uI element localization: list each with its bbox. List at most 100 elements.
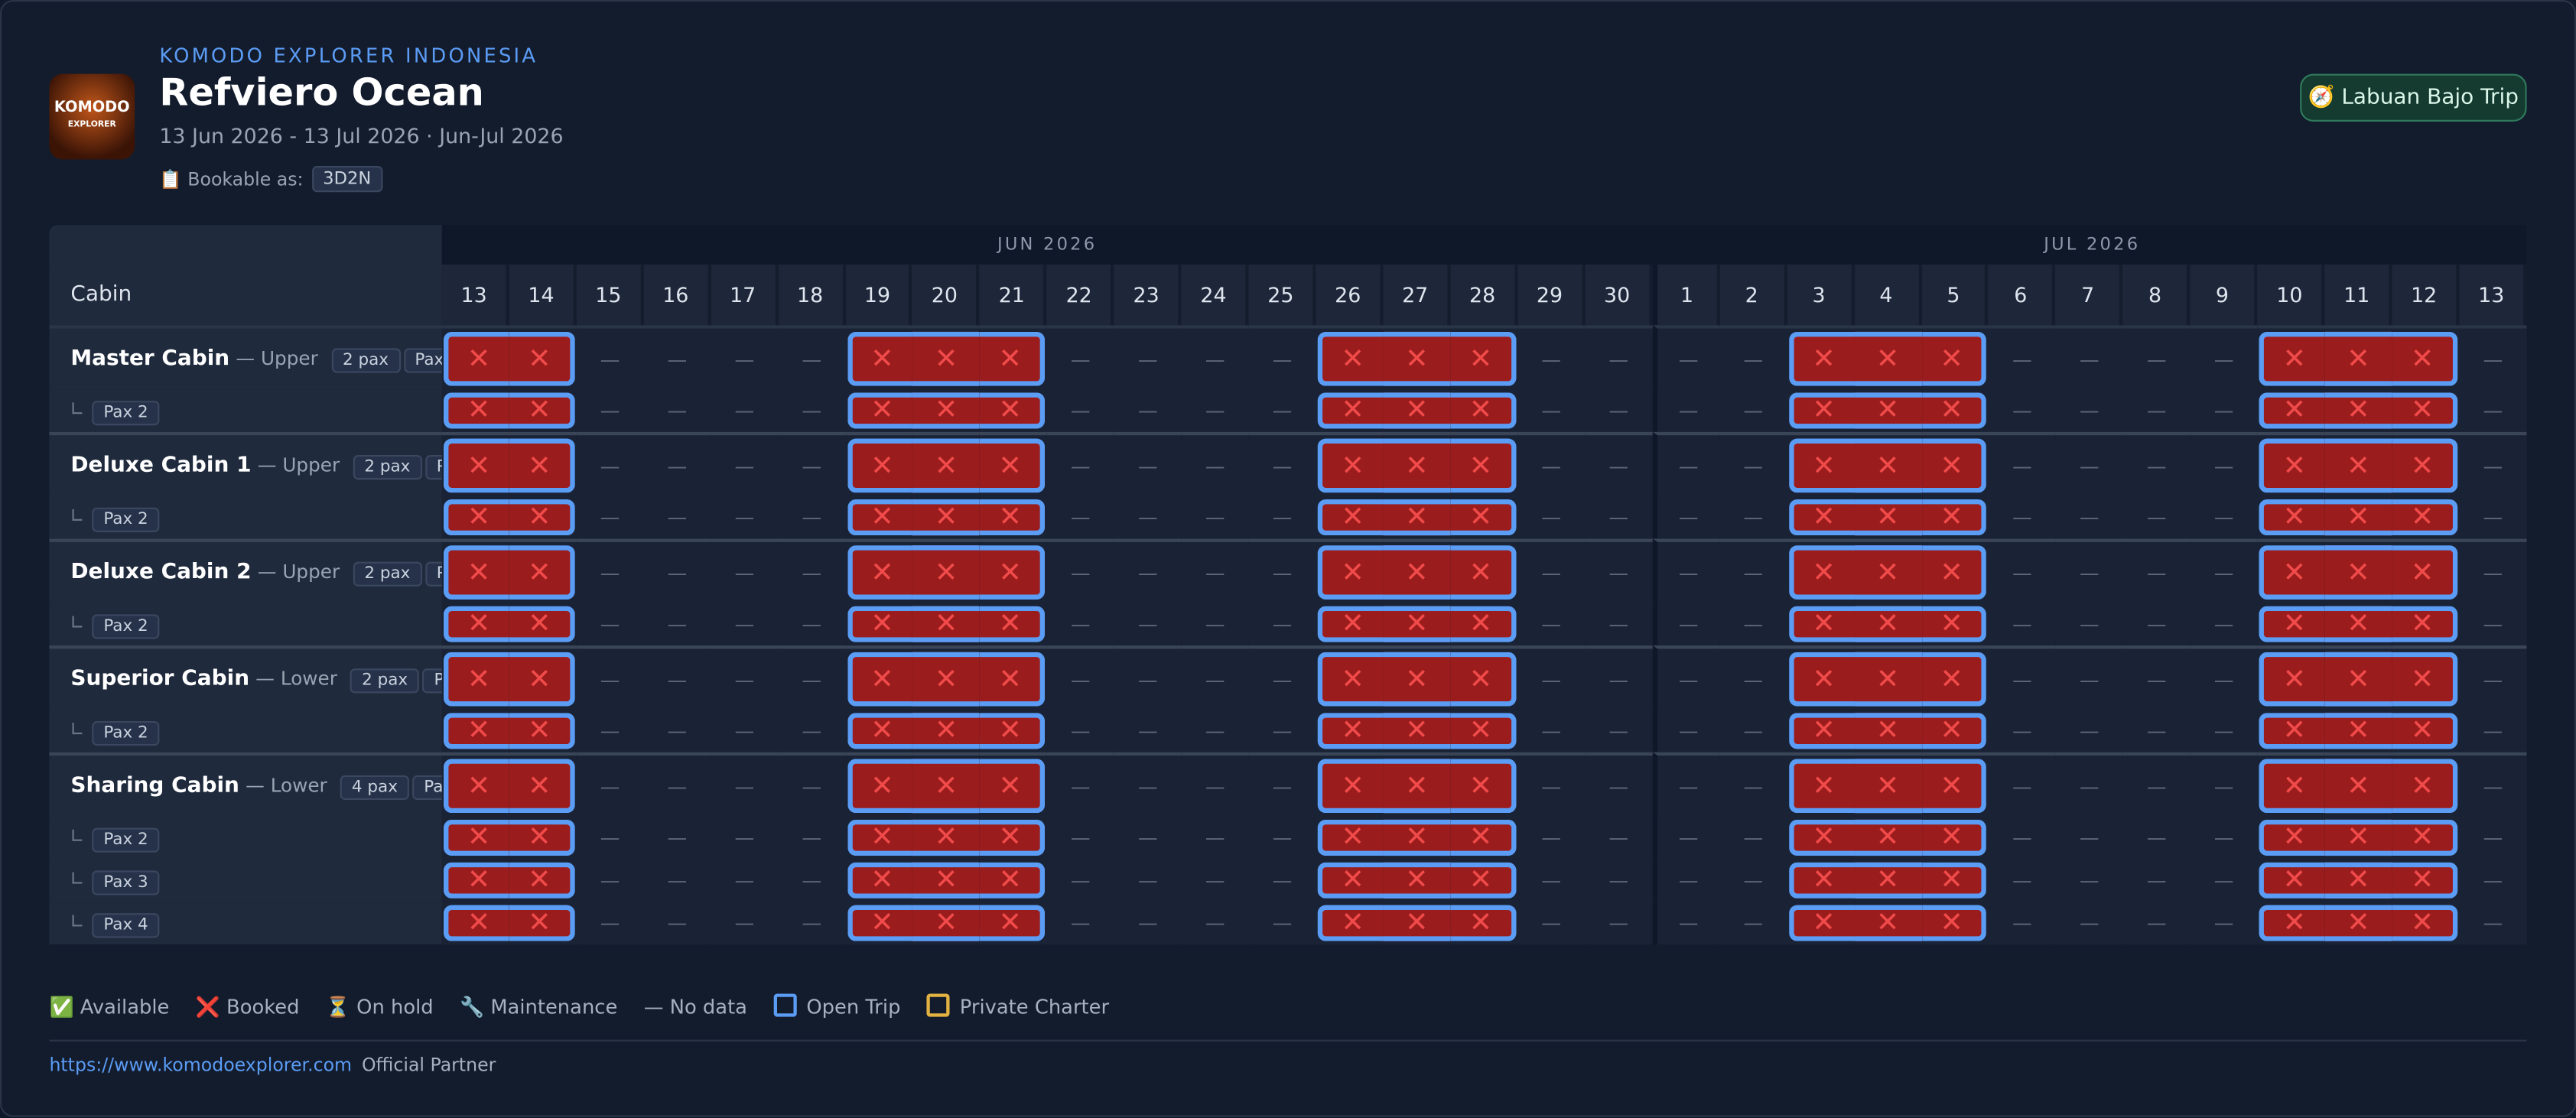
pax-row: Pax 2 ✕ ✕ — — — — ✕ ✕ ✕ — — — — ✕ ✕ ✕ — — — — ✕ ✕ ✕ — — — — ✕ ✕ ✕ — — [49, 603, 2527, 646]
no-data: — — [2213, 826, 2234, 850]
booked-cell: ✕ — [1854, 652, 1922, 707]
day-cell: ✕ — [912, 816, 980, 860]
booked-cell: ✕ — [1383, 713, 1451, 749]
day-cell: — — [711, 538, 779, 603]
day-cell: — — [2122, 538, 2191, 603]
booked-cell: ✕ — [509, 759, 575, 814]
day-cell: ✕ — [2392, 603, 2460, 646]
day-cell: — — [1719, 603, 1787, 646]
day-cell: — — [1517, 431, 1586, 496]
cabin-deck: — Upper — [257, 560, 340, 583]
day-cell: ✕ — [912, 389, 980, 432]
day-cell: ✕ — [1316, 645, 1384, 710]
booked-cell: ✕ — [509, 819, 575, 856]
day-cell: ✕ — [1316, 431, 1384, 496]
no-data: — — [1541, 505, 1561, 529]
booked-cell: ✕ — [1854, 331, 1922, 386]
day-cell: ✕ — [2257, 496, 2325, 539]
no-data: — — [1678, 561, 1699, 584]
day-cell: — — [1248, 859, 1316, 902]
day-cell: ✕ — [1921, 902, 1989, 945]
booked-cell: ✕ — [2392, 862, 2458, 899]
no-data: — — [802, 826, 822, 850]
trip-button[interactable]: 🧭 Labuan Bajo Trip — [2300, 73, 2527, 122]
day-cell: — — [643, 859, 711, 902]
day-cell: — — [576, 496, 644, 539]
bookable-label: 📋 Bookable as: — [159, 168, 304, 190]
booked-cell: ✕ — [1317, 392, 1384, 429]
no-data: — — [1678, 826, 1699, 850]
day-cell: — — [1719, 859, 1787, 902]
day-cell: ✕ — [2257, 603, 2325, 646]
no-data: — — [802, 347, 822, 371]
day-cell: ✕ — [1854, 431, 1922, 496]
capacity-badge: 4 pax — [340, 775, 409, 801]
footer-link[interactable]: https://www.komodoexplorer.com — [49, 1054, 353, 1076]
day-cell: — — [1719, 709, 1787, 752]
day-cell: — — [1719, 645, 1787, 710]
day-cell: — — [576, 816, 644, 860]
day-cell: — — [2055, 325, 2123, 390]
no-data: — — [1608, 912, 1629, 935]
no-data: — — [600, 826, 620, 850]
booked-cell: ✕ — [979, 606, 1046, 642]
day-cell: ✕ — [1854, 816, 1922, 860]
day-cell: — — [1652, 645, 1720, 710]
day-cell: ✕ — [1450, 816, 1518, 860]
pax-row: Pax 3 ✕ ✕ — — — — ✕ ✕ ✕ — — — — ✕ ✕ ✕ — — — — ✕ ✕ ✕ — — — — ✕ ✕ ✕ — — [49, 859, 2527, 902]
no-data: — — [2146, 453, 2167, 477]
elbow — [72, 872, 83, 884]
day-cell: ✕ — [845, 752, 913, 817]
booked-cell: ✕ — [1788, 819, 1855, 856]
no-data: — — [2079, 453, 2100, 477]
booked-cell: ✕ — [1383, 862, 1451, 899]
booked-cell: ✕ — [979, 331, 1046, 386]
capacity-badge: 2 pax — [353, 454, 422, 480]
day-cell: — — [1988, 325, 2056, 390]
no-data: — — [2146, 774, 2167, 798]
elbow — [72, 509, 83, 521]
no-data: — — [2146, 561, 2167, 584]
day-cell: — — [643, 603, 711, 646]
day-cell: — — [2190, 603, 2258, 646]
booked-cell: ✕ — [1383, 606, 1451, 642]
day-cell: — — [711, 431, 779, 496]
no-data: — — [1205, 398, 1225, 423]
day-cell: — — [1248, 325, 1316, 390]
no-data: — — [1608, 774, 1629, 798]
no-data: — — [600, 347, 620, 371]
day-cell: — — [2459, 859, 2527, 902]
day-cell: ✕ — [1450, 709, 1518, 752]
day-cell: — — [1988, 603, 2056, 646]
day-cell: — — [1248, 389, 1316, 432]
day-cell: ✕ — [1787, 325, 1855, 390]
day-cell: ✕ — [509, 431, 577, 496]
day-cell: — — [778, 325, 846, 390]
booked-cell: ✕ — [509, 905, 575, 941]
availability-grid: JUN 2026 JUL 2026 Cabin 13 14 15 16 17 18 19 20 21 2… — [49, 225, 2527, 945]
no-data: — — [1743, 826, 1764, 850]
booked-cell: ✕ — [2392, 545, 2458, 600]
logo-text: EXPLORER — [67, 119, 116, 130]
day-cell: ✕ — [1787, 389, 1855, 432]
day-cell: — — [2190, 645, 2258, 710]
day-cell: ✕ — [979, 816, 1047, 860]
spacer — [252, 453, 258, 476]
no-data: — — [1137, 453, 1158, 477]
booked-cell: ✕ — [2259, 392, 2325, 429]
no-data: — — [1678, 398, 1699, 423]
day-cell: ✕ — [509, 752, 577, 817]
no-data: — — [1541, 561, 1561, 584]
day-cell: — — [2055, 859, 2123, 902]
day-cell: — — [1988, 816, 2056, 860]
no-data: — — [1137, 719, 1158, 743]
booked-cell: ✕ — [1921, 819, 1987, 856]
no-data: — — [2483, 774, 2503, 798]
no-data: — — [667, 561, 688, 584]
day-cell: — — [643, 325, 711, 390]
day-cell: ✕ — [1383, 325, 1451, 390]
